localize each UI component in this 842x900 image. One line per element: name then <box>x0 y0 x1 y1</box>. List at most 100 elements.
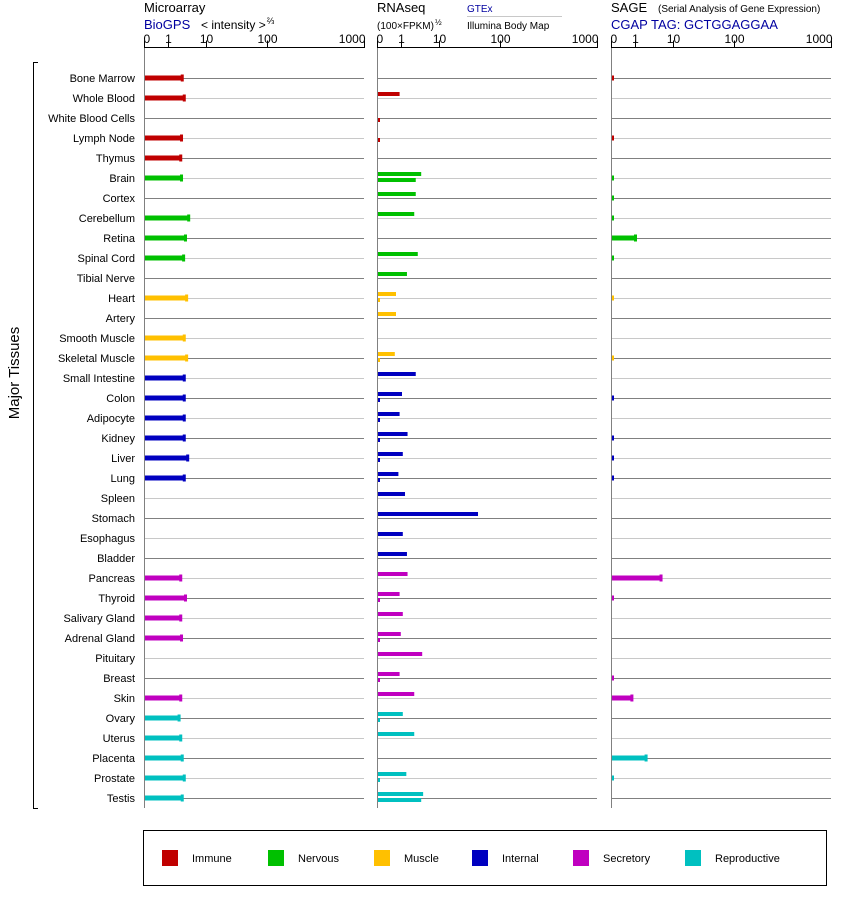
expression-bar <box>378 778 380 782</box>
expression-bar <box>612 175 614 181</box>
expression-bar <box>145 615 182 621</box>
error-bar <box>180 134 184 142</box>
error-bar <box>186 454 190 462</box>
expression-bar <box>145 355 188 361</box>
microarray-unit-text: < intensity > <box>201 18 266 32</box>
tissue-label: Lung <box>111 473 135 485</box>
error-bar <box>630 694 634 702</box>
expression-bar <box>145 715 180 721</box>
tissue-label: Testis <box>107 793 136 805</box>
sage-title: SAGE <box>611 0 647 15</box>
expression-bar <box>378 358 380 362</box>
tissue-label: Skeletal Muscle <box>58 353 135 365</box>
error-bar <box>659 574 663 582</box>
expression-bar <box>378 672 400 676</box>
expression-bar <box>612 135 614 141</box>
expression-bar <box>378 252 418 256</box>
expression-bar <box>378 432 408 436</box>
expression-bar <box>145 455 189 461</box>
microarray-unit-exponent: ⅔ <box>267 16 275 26</box>
legend-box <box>143 830 827 886</box>
x-tick-label: 0 <box>377 32 384 46</box>
expression-bar <box>612 75 614 81</box>
tissue-label: Tibial Nerve <box>77 273 135 285</box>
expression-bar <box>145 795 183 801</box>
expression-bar <box>378 612 403 616</box>
error-bar <box>179 154 183 162</box>
expression-bar <box>378 138 380 142</box>
tissue-label: Bone Marrow <box>70 73 135 85</box>
expression-bar <box>378 478 380 482</box>
tissue-label: Lymph Node <box>73 133 135 145</box>
error-bar <box>180 794 184 802</box>
error-bar <box>180 174 184 182</box>
expression-bar <box>378 372 416 376</box>
legend-label: Immune <box>192 853 232 865</box>
tissue-label: Heart <box>108 293 135 305</box>
biogps-link[interactable]: BioGPS <box>144 17 191 32</box>
expression-bar <box>378 392 402 396</box>
expression-bar <box>378 212 415 216</box>
expression-bar <box>145 575 182 581</box>
x-tick-label: 1000 <box>806 32 833 46</box>
tissue-label: White Blood Cells <box>48 113 135 125</box>
expression-bar <box>378 178 416 182</box>
expression-bar <box>145 175 183 181</box>
x-tick-label: 1000 <box>572 32 599 46</box>
tissue-label: Colon <box>106 393 135 405</box>
tissue-label: Thyroid <box>98 593 135 605</box>
x-tick-label: 1000 <box>339 32 366 46</box>
tissue-label: Esophagus <box>80 533 136 545</box>
expression-bar <box>145 775 185 781</box>
expression-bar <box>378 172 422 176</box>
error-bar <box>182 434 186 442</box>
tissue-label: Uterus <box>103 733 136 745</box>
tissue-label: Brain <box>109 173 135 185</box>
tissue-label: Placenta <box>92 753 136 765</box>
error-bar <box>185 354 189 362</box>
error-bar <box>182 474 186 482</box>
expression-bar <box>378 452 403 456</box>
tissue-label: Ovary <box>106 713 136 725</box>
expression-bar <box>612 695 633 701</box>
expression-bar <box>145 155 182 161</box>
x-tick-label: 1 <box>165 32 172 46</box>
expression-bar <box>378 572 408 576</box>
expression-bar <box>378 312 396 316</box>
rnaseq-unit-text: (100×FPKM) <box>377 21 434 32</box>
tissue-label: Smooth Muscle <box>59 333 135 345</box>
x-tick-label: 0 <box>144 32 151 46</box>
expression-bar <box>378 458 380 462</box>
tissue-label: Thymus <box>96 153 136 165</box>
error-bar <box>177 714 181 722</box>
legend-label: Nervous <box>298 853 339 865</box>
expression-bar <box>378 592 400 596</box>
expression-bar <box>378 412 400 416</box>
expression-bar <box>145 375 185 381</box>
expression-bar <box>612 235 636 241</box>
expression-bar <box>378 292 396 296</box>
group-bracket <box>33 62 38 809</box>
legend-swatch <box>472 850 488 866</box>
gtex-link[interactable]: GTEx <box>467 4 493 15</box>
rnaseq-title: RNAseq <box>377 0 425 15</box>
expression-bar <box>612 775 614 781</box>
expression-bar <box>145 755 183 761</box>
expression-bar <box>145 735 182 741</box>
expression-bar <box>612 755 647 761</box>
expression-bar <box>145 215 190 221</box>
expression-bar <box>378 792 424 796</box>
rnaseq-unit: (100×FPKM)½ <box>377 18 442 32</box>
cgap-tag-link[interactable]: CGAP TAG: GCTGGAGGAA <box>611 17 778 32</box>
expression-bar <box>378 472 399 476</box>
expression-bar <box>612 395 614 401</box>
legend-swatch <box>162 850 178 866</box>
error-bar <box>183 594 187 602</box>
rnaseq-unit-exponent: ½ <box>435 18 442 27</box>
error-bar <box>182 414 186 422</box>
expression-bar <box>378 632 401 636</box>
legend-label: Secretory <box>603 853 651 865</box>
expression-bar <box>378 692 415 696</box>
expression-bar <box>145 475 185 481</box>
expression-bar <box>145 635 183 641</box>
